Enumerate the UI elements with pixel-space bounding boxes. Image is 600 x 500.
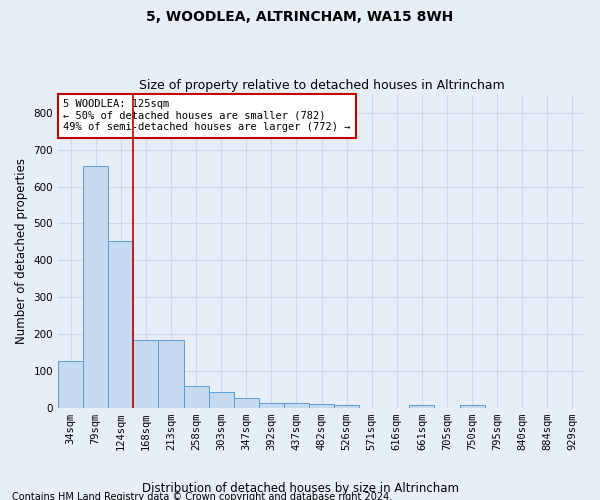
Bar — [184, 386, 209, 407]
Bar — [108, 241, 133, 408]
Bar — [158, 340, 184, 407]
Bar — [284, 403, 309, 407]
Bar — [259, 403, 284, 407]
Bar — [233, 398, 259, 407]
Bar — [334, 404, 359, 407]
Bar — [209, 392, 233, 407]
Text: 5, WOODLEA, ALTRINCHAM, WA15 8WH: 5, WOODLEA, ALTRINCHAM, WA15 8WH — [146, 10, 454, 24]
Bar — [133, 340, 158, 407]
Bar — [58, 361, 83, 408]
Text: Contains HM Land Registry data © Crown copyright and database right 2024.: Contains HM Land Registry data © Crown c… — [12, 492, 392, 500]
Title: Size of property relative to detached houses in Altrincham: Size of property relative to detached ho… — [139, 79, 505, 92]
Y-axis label: Number of detached properties: Number of detached properties — [15, 158, 28, 344]
Bar — [409, 404, 434, 407]
Bar — [309, 404, 334, 407]
Text: Distribution of detached houses by size in Altrincham: Distribution of detached houses by size … — [142, 482, 458, 495]
Bar — [83, 166, 108, 408]
Bar — [460, 404, 485, 407]
Text: 5 WOODLEA: 125sqm
← 50% of detached houses are smaller (782)
49% of semi-detache: 5 WOODLEA: 125sqm ← 50% of detached hous… — [64, 100, 351, 132]
